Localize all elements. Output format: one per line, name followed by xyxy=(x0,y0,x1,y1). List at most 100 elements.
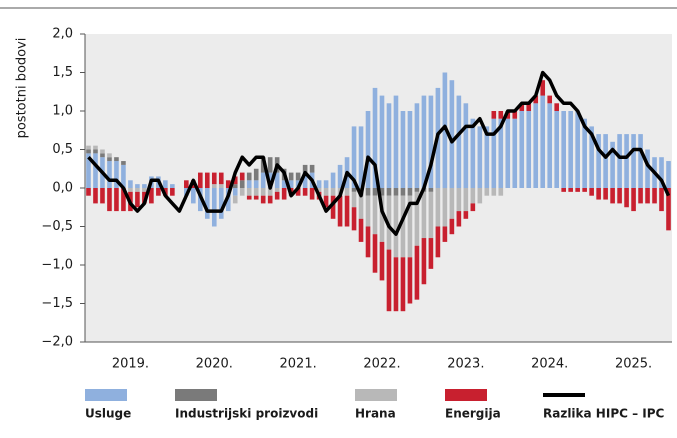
y-tick-label: 0,5 xyxy=(52,142,73,157)
bar-segment xyxy=(267,188,273,196)
x-tick-label: 2023. xyxy=(447,357,484,372)
bar-segment xyxy=(491,188,497,196)
bar-segment xyxy=(135,191,140,208)
bar-segment xyxy=(596,188,601,200)
bar-segment xyxy=(121,164,126,188)
bar-segment xyxy=(260,172,266,188)
bar-segment xyxy=(100,188,105,204)
bar-segment xyxy=(100,149,105,154)
bar-segment xyxy=(463,188,469,212)
legend-label: Industrijski proizvodi xyxy=(175,407,318,421)
bar-segment xyxy=(114,161,119,188)
bar-segment xyxy=(435,226,441,258)
bar-segment xyxy=(407,111,413,188)
bar-segment xyxy=(428,238,434,269)
bar-segment xyxy=(540,95,546,188)
legend-swatch xyxy=(85,389,127,401)
bar-segment xyxy=(393,195,399,258)
legend-swatch xyxy=(355,389,397,401)
bar-segment xyxy=(379,95,385,188)
bar-segment xyxy=(232,188,238,196)
bar-segment xyxy=(512,118,518,188)
bar-segment xyxy=(372,234,378,273)
bar-segment xyxy=(645,149,650,188)
bar-segment xyxy=(93,145,98,150)
bar-segment xyxy=(156,188,161,196)
bar-segment xyxy=(239,180,245,188)
bar-segment xyxy=(603,134,608,188)
x-tick-label: 2021. xyxy=(280,357,317,372)
bar-segment xyxy=(666,188,671,231)
bar-segment xyxy=(428,95,434,188)
bar-segment xyxy=(428,188,434,192)
bar-segment xyxy=(86,145,91,150)
bar-segment xyxy=(379,241,385,281)
bar-segment xyxy=(281,180,287,188)
bar-segment xyxy=(449,188,455,219)
bar-segment xyxy=(568,111,573,188)
y-tick-label: 1,0 xyxy=(52,104,73,119)
bar-segment xyxy=(463,103,469,188)
bar-segment xyxy=(86,188,91,196)
bar-segment xyxy=(316,188,322,192)
bar-segment xyxy=(135,184,140,188)
bar-segment xyxy=(365,188,371,196)
bar-segment xyxy=(456,188,462,212)
bar-segment xyxy=(86,149,91,154)
bar-segment xyxy=(288,180,294,188)
bar-segment xyxy=(631,188,636,212)
bar-segment xyxy=(149,188,154,204)
bar-segment xyxy=(400,195,406,258)
bar-segment xyxy=(435,188,441,227)
bar-segment xyxy=(232,184,238,188)
bar-segment xyxy=(365,195,371,227)
bar-segment xyxy=(246,188,252,196)
y-tick-label: −1,5 xyxy=(41,296,73,311)
bar-segment xyxy=(142,184,147,188)
bar-segment xyxy=(393,257,399,312)
bar-segment xyxy=(239,172,245,181)
bar-segment xyxy=(372,195,378,235)
bar-segment xyxy=(554,103,560,111)
bar-segment xyxy=(491,118,497,188)
y-tick-label: −2,0 xyxy=(41,335,73,350)
bar-segment xyxy=(330,195,336,219)
x-tick-label: 2020. xyxy=(196,357,233,372)
bar-segment xyxy=(274,191,280,200)
bar-segment xyxy=(428,191,434,239)
bar-segment xyxy=(505,118,511,188)
bar-segment xyxy=(211,172,217,185)
bar-segment xyxy=(407,195,413,258)
bar-segment xyxy=(456,95,462,188)
bar-segment xyxy=(93,153,98,188)
bar-segment xyxy=(288,172,294,181)
bar-segment xyxy=(414,191,420,246)
bar-segment xyxy=(295,172,301,181)
bar-segment xyxy=(589,126,594,188)
bar-segment xyxy=(533,103,539,188)
bar-segment xyxy=(295,188,301,196)
bar-segment xyxy=(386,249,392,312)
bar-segment xyxy=(204,188,210,219)
bar-segment xyxy=(330,188,336,196)
bar-segment xyxy=(246,195,252,200)
x-tick-label: 2024. xyxy=(531,357,568,372)
bar-segment xyxy=(344,188,350,196)
y-tick-label: 2,0 xyxy=(52,27,73,42)
bar-segment xyxy=(526,111,532,188)
bar-segment xyxy=(379,195,385,242)
bar-segment xyxy=(323,188,329,196)
bar-segment xyxy=(512,111,518,119)
bar-segment xyxy=(218,184,224,188)
bar-segment xyxy=(414,245,420,300)
bar-segment xyxy=(617,134,622,188)
bar-segment xyxy=(470,118,476,188)
bar-segment xyxy=(204,172,210,188)
bar-segment xyxy=(267,195,273,204)
bar-segment xyxy=(267,157,273,173)
bar-segment xyxy=(344,195,350,227)
bar-segment xyxy=(107,188,112,212)
bar-segment xyxy=(421,191,427,239)
bar-segment xyxy=(107,157,112,162)
bar-segment xyxy=(477,126,483,188)
